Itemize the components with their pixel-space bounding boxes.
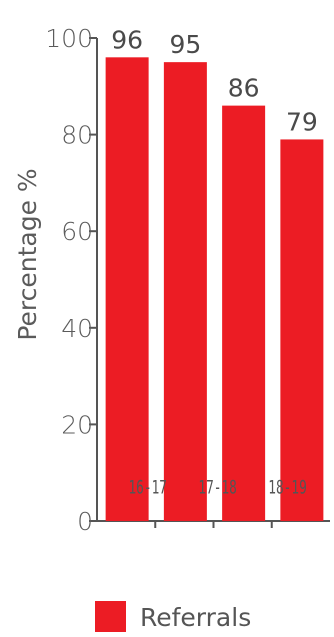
legend-label: Referrals	[140, 603, 251, 632]
category-label: 16-17	[128, 476, 166, 498]
legend-swatch	[95, 601, 126, 632]
data-labels: 96 95 86 79	[111, 25, 318, 136]
data-label: 86	[228, 74, 260, 103]
y-axis: 0 20 40 60 80 100	[45, 24, 98, 536]
y-tick-label: 100	[45, 24, 93, 53]
y-tick-label: 60	[61, 217, 93, 246]
data-label: 79	[286, 107, 318, 136]
y-tick-label: 20	[61, 410, 93, 439]
category-label: 18-19	[268, 476, 306, 498]
y-tick-label: 0	[77, 507, 93, 536]
bar	[105, 57, 149, 521]
data-label: 95	[169, 30, 201, 59]
legend: Referrals	[95, 601, 251, 632]
bar	[222, 105, 266, 522]
bars	[105, 57, 324, 522]
y-tick-label: 40	[61, 314, 93, 343]
bar	[280, 139, 324, 521]
bar	[163, 62, 207, 522]
data-label: 96	[111, 25, 143, 54]
y-tick-label: 80	[61, 121, 93, 150]
x-axis	[97, 520, 330, 528]
category-label: 17-18	[198, 476, 236, 498]
y-axis-label: Percentage %	[13, 168, 42, 340]
